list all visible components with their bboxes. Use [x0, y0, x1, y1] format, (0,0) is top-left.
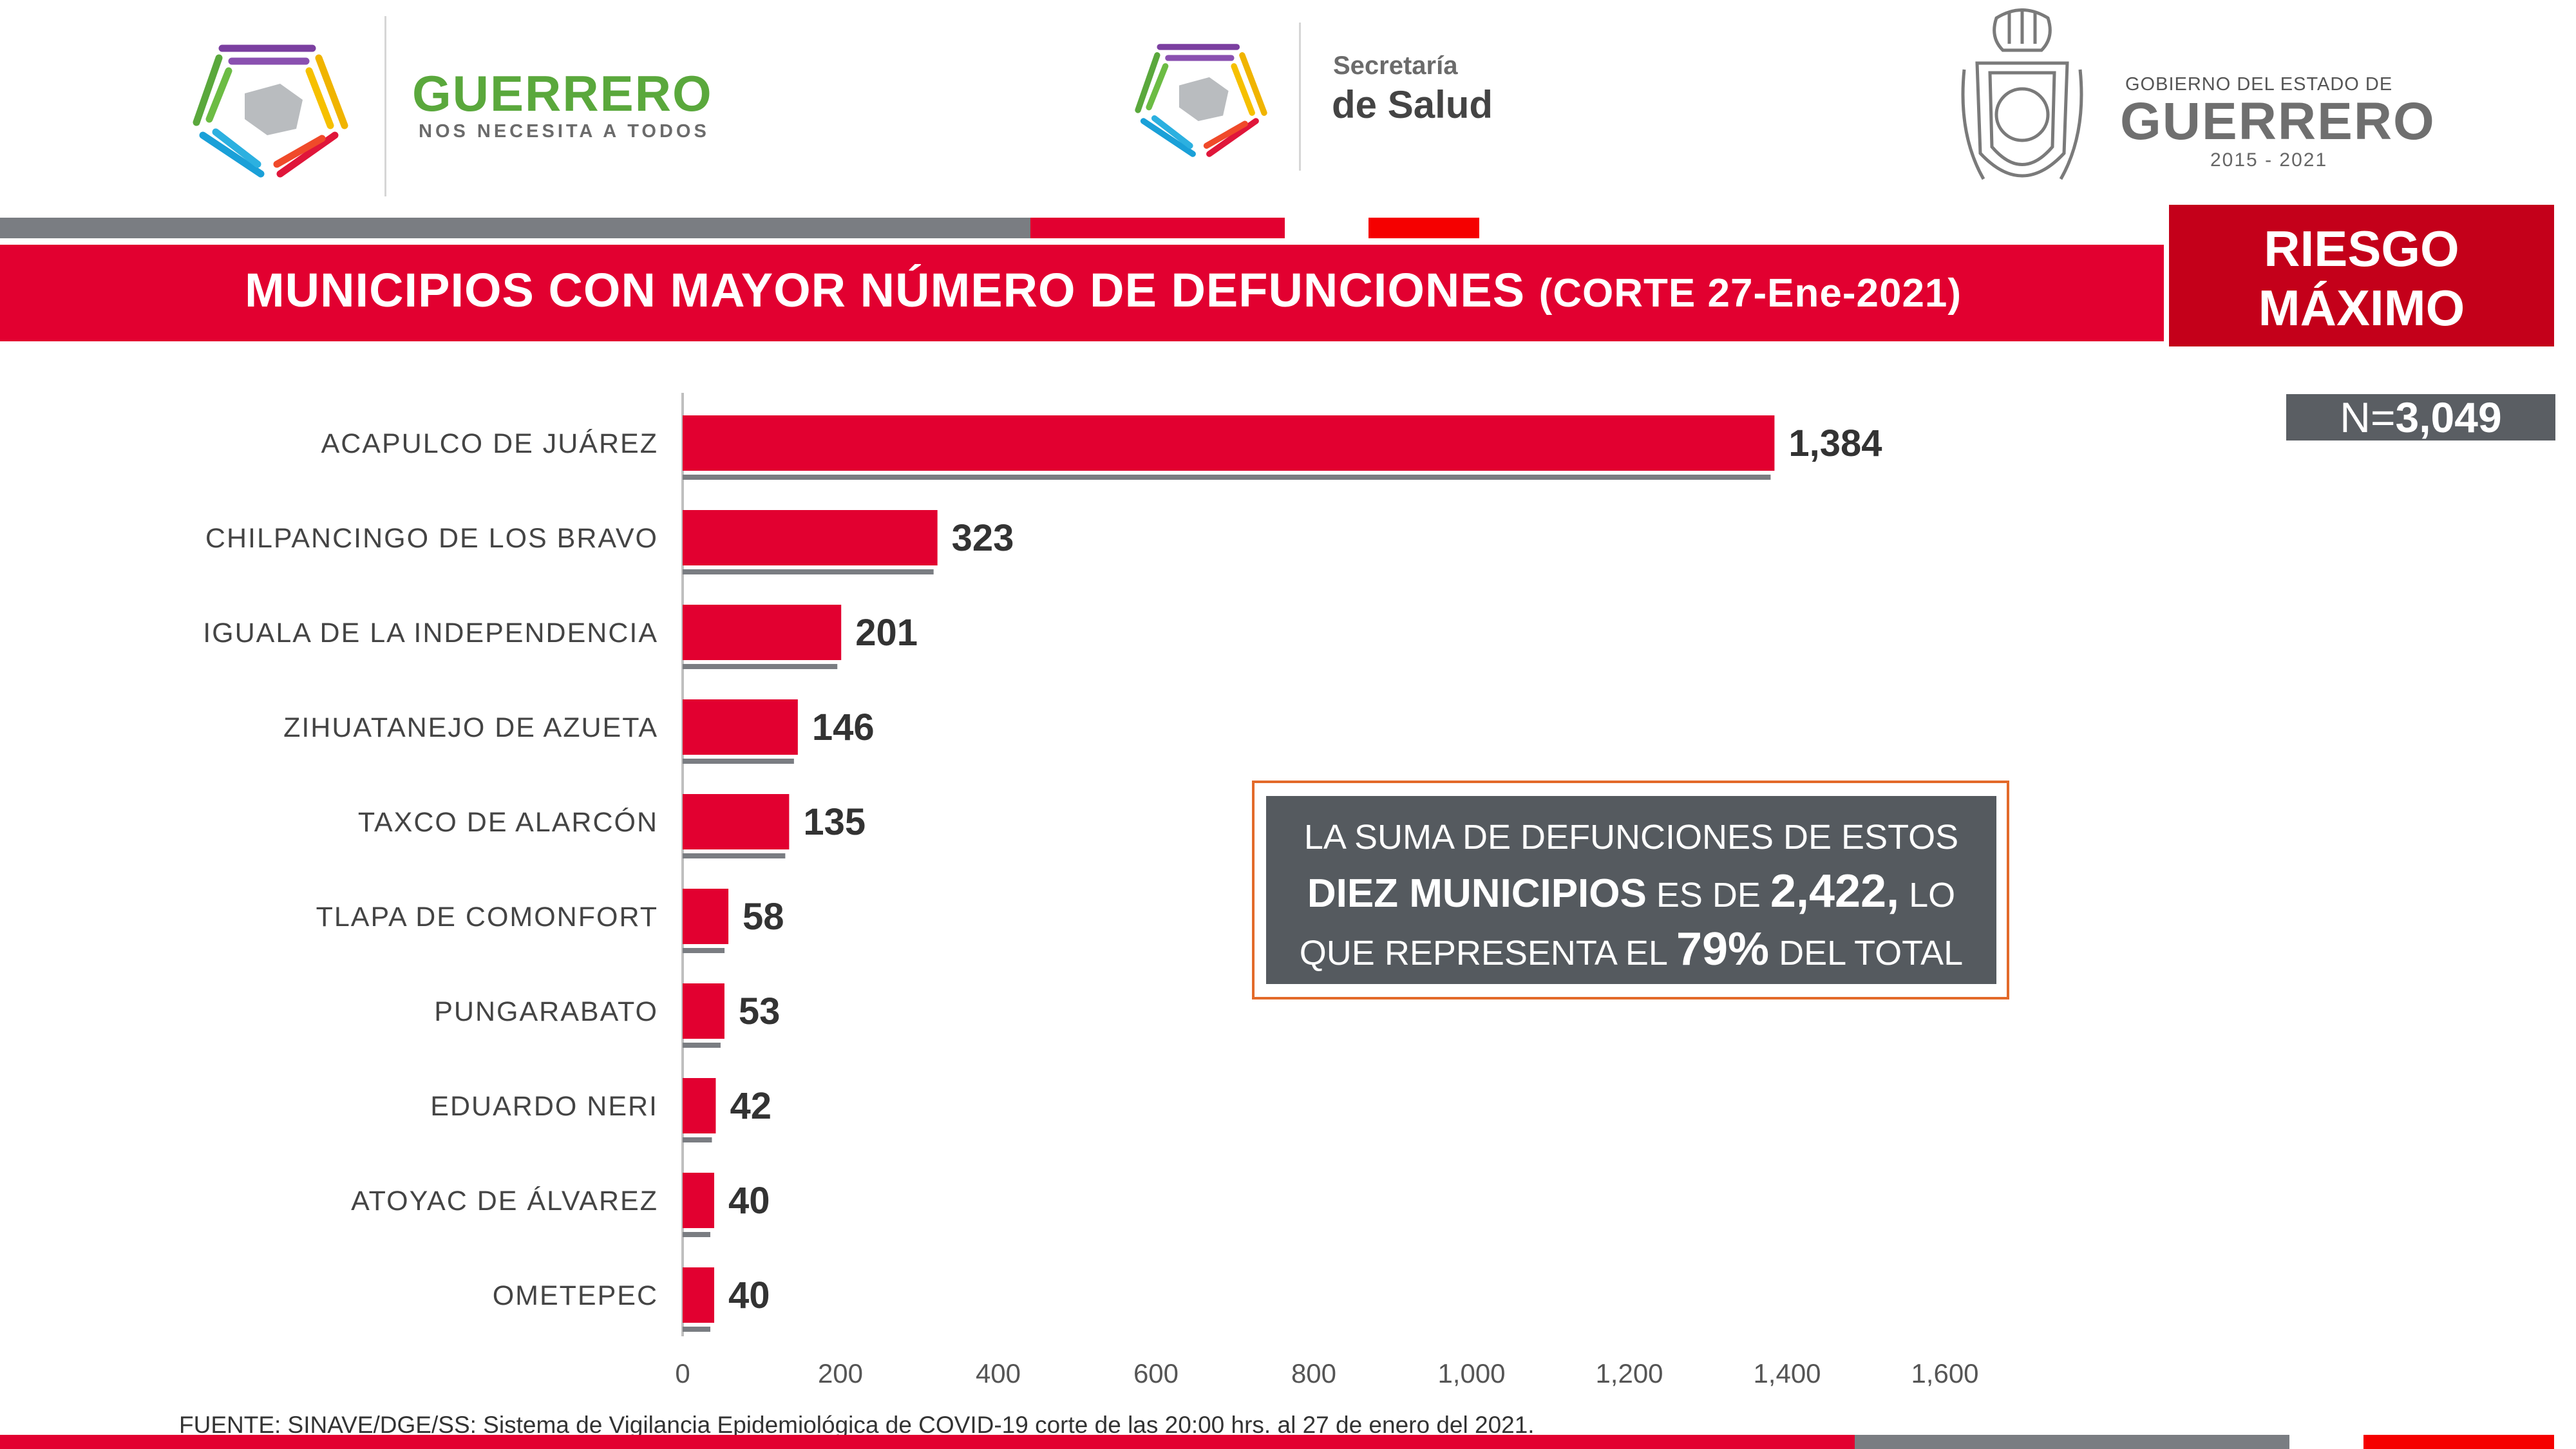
bar [683, 510, 938, 565]
summary-sum-value: 2,422, [1770, 866, 1900, 917]
bar-underline [683, 1232, 710, 1237]
category-label: OMETEPEC [493, 1280, 658, 1311]
gobierno-logo-line3: 2015 - 2021 [2210, 149, 2328, 171]
value-label: 201 [855, 612, 918, 654]
summary-box-border [1252, 781, 2009, 999]
riesgo-maximo-badge: RIESGO MÁXIMO [2169, 205, 2554, 346]
x-tick-label: 400 [976, 1358, 1021, 1388]
bar-chart: ACAPULCO DE JUÁREZ 1,384 CHILPANCINGO DE L… [203, 393, 1979, 1388]
value-label: 40 [728, 1180, 770, 1222]
guerrero-logo-tagline: NOS NECESITA A TODOS [419, 121, 710, 142]
page-title-main: MUNICIPIOS CON MAYOR NÚMERO DE DEFUNCION… [245, 263, 1526, 317]
summary-box: LA SUMA DE DEFUNCIONES DE ESTOS DIEZ MUN… [1266, 796, 1996, 984]
bar-underline [683, 1327, 710, 1332]
bar-underline [683, 853, 786, 858]
page-title-corte: (CORTE 27-Ene-2021) [1539, 271, 1962, 316]
value-label: 58 [743, 896, 784, 938]
value-label: 1,384 [1788, 422, 1882, 464]
bar [683, 1173, 714, 1228]
bar-underline [683, 1137, 712, 1142]
n-total-badge: N=3,049 [2286, 394, 2555, 440]
header-divider [384, 16, 386, 196]
x-tick-label: 1,200 [1595, 1358, 1663, 1388]
bar [683, 605, 842, 660]
title-band [0, 245, 2164, 341]
riesgo-line1: RIESGO [2264, 220, 2459, 277]
coat-of-arms-icon [1961, 8, 2083, 180]
summary-line2-end: LO [1899, 876, 1956, 914]
x-tick-label: 1,000 [1437, 1358, 1505, 1388]
top-gray-strip [0, 218, 1030, 238]
summary-line3: QUE REPRESENTA EL 79% DEL TOTAL [1266, 922, 1996, 980]
bar-underline [683, 1043, 721, 1048]
top-red-strip-small [1368, 218, 1479, 238]
n-value: 3,049 [2395, 393, 2502, 441]
summary-line2: DIEZ MUNICIPIOS ES DE 2,422, LO [1266, 864, 1996, 922]
bottom-red-strip-small [2363, 1435, 2554, 1449]
category-label: ZIHUATANEJO DE AZUETA [283, 712, 658, 743]
value-label: 53 [739, 990, 781, 1032]
value-label: 40 [728, 1274, 770, 1316]
salud-logo-line2: de Salud [1332, 83, 1493, 126]
x-tick-label: 800 [1291, 1358, 1336, 1388]
summary-bold-municipios: DIEZ MUNICIPIOS [1307, 871, 1647, 916]
bottom-red-strip [0, 1435, 1855, 1449]
summary-mid: ES DE [1646, 876, 1770, 914]
value-label: 146 [812, 706, 875, 748]
bar-underline [683, 664, 838, 669]
category-label: PUNGARABATO [434, 996, 658, 1027]
gobierno-logo-line2: GUERRERO [2120, 92, 2436, 151]
value-label: 135 [803, 801, 866, 843]
summary-percent: 79% [1676, 923, 1770, 975]
guerrero-emblem-icon [193, 44, 348, 178]
bar [683, 415, 1775, 471]
x-tick-label: 1,400 [1753, 1358, 1821, 1388]
x-tick-label: 1,600 [1911, 1358, 1978, 1388]
bar [683, 1078, 716, 1133]
bar-underline [683, 759, 794, 764]
guerrero-logo-title: GUERRERO [412, 65, 713, 122]
x-tick-label: 0 [675, 1358, 690, 1388]
bar-underline [683, 569, 934, 574]
bar [683, 1267, 714, 1323]
value-label: 323 [952, 517, 1014, 559]
bar [683, 699, 798, 755]
top-red-strip [1030, 218, 1285, 238]
value-label: 42 [730, 1085, 772, 1127]
gobierno-logo-line1: GOBIERNO DEL ESTADO DE [2125, 74, 2393, 95]
summary-line3-start: QUE REPRESENTA EL [1299, 934, 1676, 972]
salud-emblem-icon [1135, 44, 1267, 157]
bottom-gray-strip [1855, 1435, 2289, 1449]
riesgo-line2: MÁXIMO [2258, 279, 2465, 336]
x-tick-label: 200 [818, 1358, 863, 1388]
salud-divider [1299, 23, 1301, 171]
category-label: EDUARDO NERI [430, 1091, 658, 1122]
summary-line1: LA SUMA DE DEFUNCIONES DE ESTOS [1303, 818, 1959, 857]
bar [683, 794, 790, 849]
bar-underline [683, 475, 1771, 480]
bar [683, 889, 729, 944]
category-label: TLAPA DE COMONFORT [316, 902, 658, 933]
category-label: IGUALA DE LA INDEPENDENCIA [203, 618, 658, 649]
category-label: CHILPANCINGO DE LOS BRAVO [205, 523, 658, 554]
bar [683, 983, 724, 1039]
x-tick-label: 600 [1133, 1358, 1179, 1388]
category-label: ACAPULCO DE JUÁREZ [321, 428, 658, 459]
summary-line3-end: DEL TOTAL [1769, 934, 1964, 972]
category-label: ATOYAC DE ÁLVAREZ [351, 1186, 658, 1217]
category-label: TAXCO DE ALARCÓN [358, 807, 658, 838]
salud-logo-line1: Secretaría [1333, 52, 1458, 80]
source-note: FUENTE: SINAVE/DGE/SS: Sistema de Vigila… [179, 1412, 1535, 1438]
n-prefix: N= [2340, 393, 2396, 441]
bar-underline [683, 948, 725, 953]
page-title: MUNICIPIOS CON MAYOR NÚMERO DE DEFUNCION… [245, 263, 2151, 317]
